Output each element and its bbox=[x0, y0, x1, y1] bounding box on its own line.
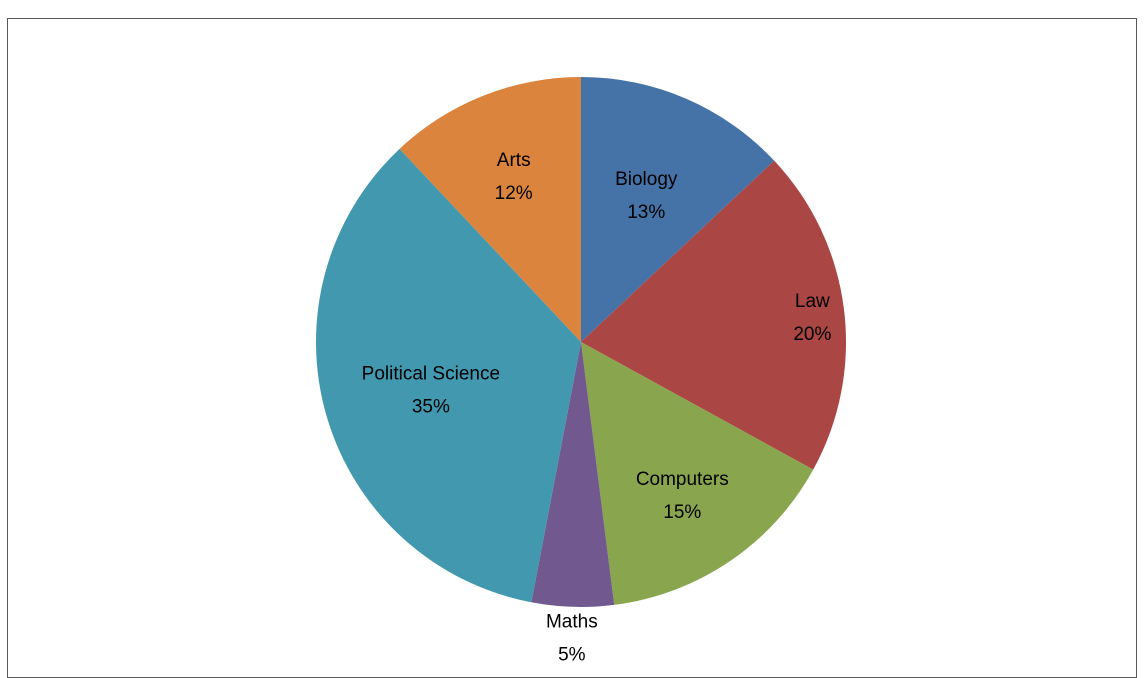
slice-category-label: Biology bbox=[615, 169, 678, 190]
pie-slice-political-science bbox=[316, 148, 581, 603]
slice-category-label: Arts bbox=[497, 150, 531, 171]
data-label-maths: Maths 5% bbox=[546, 611, 598, 665]
slice-percent-label: 15% bbox=[663, 502, 701, 523]
slice-category-label: Maths bbox=[546, 611, 598, 632]
slice-percent-label: 20% bbox=[793, 324, 831, 345]
slice-percent-label: 5% bbox=[558, 644, 586, 665]
data-label-law: Law 20% bbox=[793, 291, 831, 345]
pie-slice-law bbox=[581, 160, 846, 470]
slice-category-label: Law bbox=[795, 291, 830, 312]
data-label-biology: Biology 13% bbox=[615, 169, 678, 223]
pie-slice-maths bbox=[531, 342, 615, 607]
slice-category-label: Computers bbox=[636, 469, 729, 490]
pie-slice-arts bbox=[399, 76, 581, 342]
slice-percent-label: 35% bbox=[412, 397, 450, 418]
data-label-political-science: Political Science 35% bbox=[362, 364, 500, 418]
pie-slice-computers bbox=[581, 342, 814, 605]
slice-category-label: Political Science bbox=[362, 364, 500, 385]
data-label-arts: Arts 12% bbox=[495, 150, 533, 204]
pie-slice-biology bbox=[581, 77, 775, 342]
data-label-computers: Computers 15% bbox=[636, 469, 729, 523]
slice-percent-label: 12% bbox=[495, 183, 533, 204]
pie-data-labels: Biology 13% Law 20% Computers 15% Maths 5% Polit… bbox=[362, 150, 832, 665]
slice-percent-label: 13% bbox=[627, 202, 665, 223]
pie-slices bbox=[316, 76, 846, 607]
